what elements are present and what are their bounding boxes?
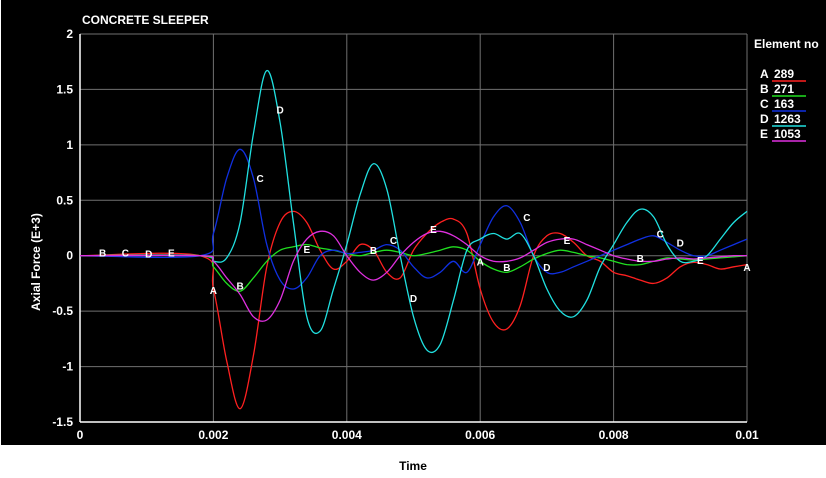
x-tick-label: 0.002 xyxy=(198,428,228,442)
x-tick-label: 0.01 xyxy=(735,428,759,442)
curve-label-layer: A A A B B B B B C C C C C D D D D D E E E E E xyxy=(99,105,751,304)
curve-label-B: B xyxy=(99,248,106,259)
y-tick-label: -0.5 xyxy=(52,304,73,318)
legend-label-289: 289 xyxy=(774,67,794,81)
y-tick-label: -1 xyxy=(62,360,73,374)
bottom-white-band xyxy=(0,445,826,473)
curve-label-D: D xyxy=(276,105,283,116)
y-tick-label: 0.5 xyxy=(56,193,73,207)
series-line-289 xyxy=(79,210,748,410)
curve-label-B: B xyxy=(637,254,644,265)
curve-label-D: D xyxy=(145,249,152,260)
legend-title: Element no xyxy=(754,37,819,51)
series-line-1263 xyxy=(79,69,748,354)
y-tick-label: -1.5 xyxy=(52,415,73,429)
series-line-163 xyxy=(79,148,748,290)
curve-label-B: B xyxy=(236,282,243,293)
chart-title: CONCRETE SLEEPER xyxy=(82,13,209,27)
curve-label-B: B xyxy=(370,246,377,257)
curve-label-E: E xyxy=(168,248,175,259)
legend-letter-A: A xyxy=(760,67,769,81)
curve-label-E: E xyxy=(303,245,310,256)
series-line-1053 xyxy=(79,230,748,322)
legend-label-271: 271 xyxy=(774,82,794,96)
y-tick-label: 0 xyxy=(66,249,73,263)
x-tick-label: 0 xyxy=(77,428,84,442)
curve-label-C: C xyxy=(256,174,263,185)
axis-layer: 0 0.002 0.004 0.006 0.008 0.01 2 1.5 1 0.5 0 -0.5 -1… xyxy=(52,27,759,442)
legend-letter-B: B xyxy=(760,82,769,96)
x-tick-label: 0.008 xyxy=(599,428,629,442)
curve-label-A: A xyxy=(477,257,484,268)
curve-label-E: E xyxy=(564,236,571,247)
legend-letter-C: C xyxy=(760,97,769,111)
curve-label-E: E xyxy=(430,225,437,236)
y-tick-label: 1 xyxy=(66,138,73,152)
curve-label-C: C xyxy=(122,248,129,259)
curve-label-D: D xyxy=(677,238,684,249)
x-axis-label: Time xyxy=(399,459,427,473)
curve-label-C: C xyxy=(523,213,530,224)
y-tick-label: 1.5 xyxy=(56,82,73,96)
legend-letter-E: E xyxy=(760,127,768,141)
curve-label-B: B xyxy=(503,263,510,274)
curve-label-A: A xyxy=(743,263,750,274)
x-tick-label: 0.006 xyxy=(465,428,495,442)
curve-label-D: D xyxy=(543,263,550,274)
legend-label-163: 163 xyxy=(774,97,794,111)
legend-letter-D: D xyxy=(760,112,769,126)
legend: A 289 B 271 C 163 D 1263 E 1053 xyxy=(760,67,806,142)
left-white-band xyxy=(0,0,1,473)
curve-label-C: C xyxy=(390,236,397,247)
x-tick-label: 0.004 xyxy=(332,428,362,442)
curve-label-C: C xyxy=(657,230,664,241)
y-tick-label: 2 xyxy=(66,27,73,41)
legend-label-1263: 1263 xyxy=(774,112,801,126)
curve-label-A: A xyxy=(210,286,217,297)
legend-label-1053: 1053 xyxy=(774,127,801,141)
curve-label-E: E xyxy=(697,256,704,267)
series-layer xyxy=(79,69,748,410)
y-axis-label: Axial Force (E+3) xyxy=(29,213,43,311)
curve-label-D: D xyxy=(410,294,417,305)
